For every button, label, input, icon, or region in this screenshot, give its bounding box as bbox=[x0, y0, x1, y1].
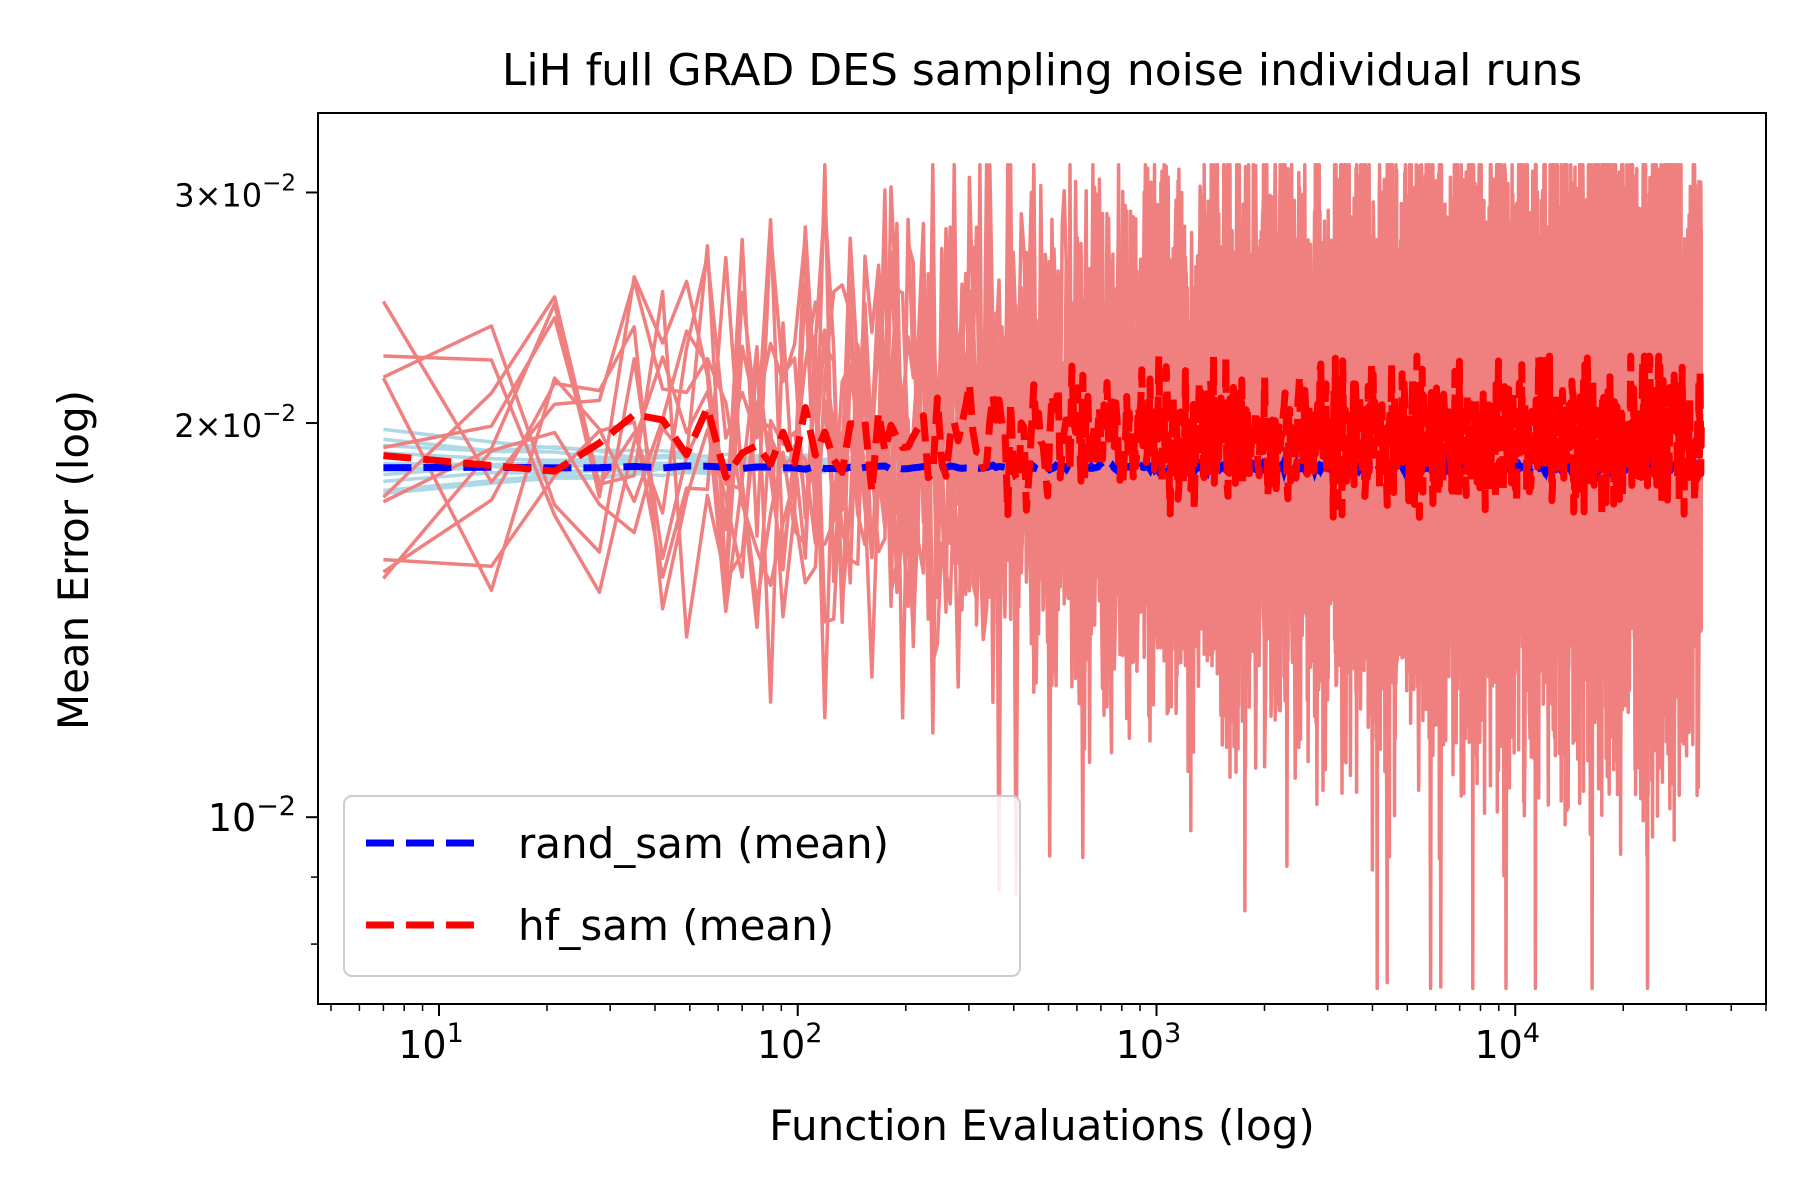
x-tick-label: 103 bbox=[1116, 1018, 1182, 1067]
plot-area bbox=[381, 162, 1705, 991]
legend: rand_sam (mean) hf_sam (mean) bbox=[343, 795, 1021, 977]
y-tick-label: 10−2 bbox=[208, 791, 296, 840]
plot-frame bbox=[317, 112, 1767, 1005]
legend-label-hf-sam: hf_sam (mean) bbox=[518, 901, 834, 950]
legend-label-rand-sam: rand_sam (mean) bbox=[518, 819, 889, 868]
hf-sam-mean-line bbox=[383, 352, 1705, 521]
x-axis: 101 102 103 104 bbox=[330, 1004, 1767, 1067]
chart-title: LiH full GRAD DES sampling noise individ… bbox=[502, 45, 1582, 96]
y-tick-label: 3×10−2 bbox=[174, 170, 296, 214]
x-axis-label: Function Evaluations (log) bbox=[769, 1101, 1315, 1150]
legend-box bbox=[343, 795, 1021, 977]
x-tick-label: 102 bbox=[757, 1018, 823, 1067]
y-tick-label: 2×10−2 bbox=[174, 401, 296, 445]
x-tick-label: 101 bbox=[398, 1018, 464, 1067]
x-tick-label: 104 bbox=[1474, 1018, 1540, 1067]
y-axis: 10−2 2×10−2 3×10−2 bbox=[174, 170, 318, 945]
y-axis-label: Mean Error (log) bbox=[49, 390, 98, 730]
